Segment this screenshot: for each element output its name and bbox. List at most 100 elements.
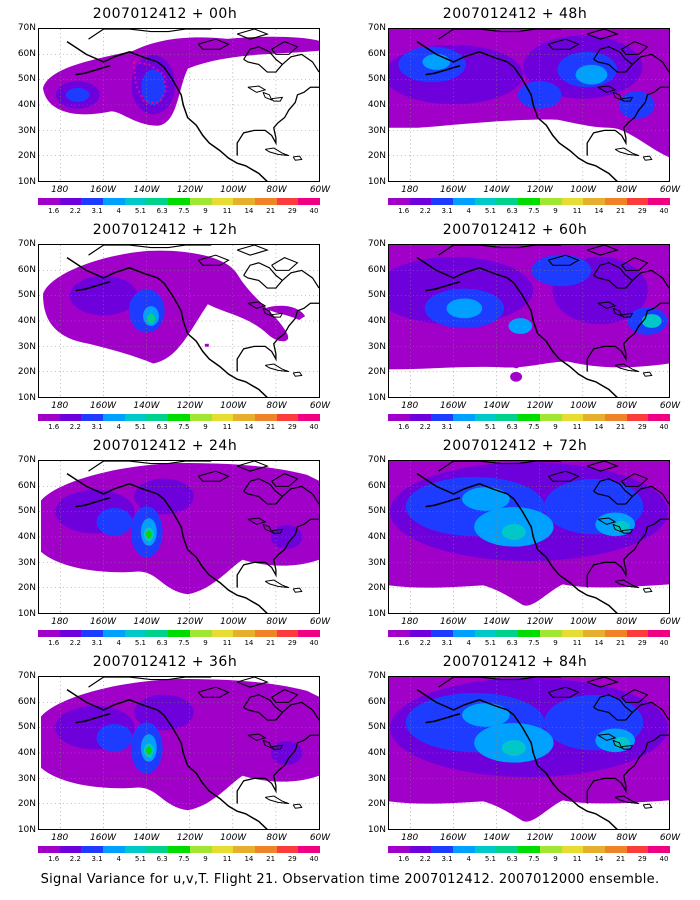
- variance-field: [389, 29, 669, 158]
- latitude-label: 30N: [367, 773, 386, 784]
- colorbar-label: 4: [466, 207, 471, 215]
- colorbar-label: 4: [466, 639, 471, 647]
- colorbar-swatch: [518, 630, 540, 637]
- colorbar-label: 7.5: [528, 207, 540, 215]
- map-panel: 2007012412 + 84h 70N 60N 50N 40N 30N 20N 10N 180…: [360, 654, 680, 866]
- colorbar-swatch: [388, 630, 410, 637]
- colorbar-swatch: [431, 414, 454, 421]
- latitude-label: 70N: [367, 671, 386, 681]
- map-panel: 2007012412 + 24h 70N 60N 50N 40N 30N 20N 10N 180…: [10, 438, 330, 650]
- longitude-label: 160W: [440, 185, 467, 195]
- colorbar-swatch: [496, 414, 519, 421]
- colorbar-swatch: [648, 846, 670, 853]
- latitude-label: 70N: [17, 671, 36, 681]
- colorbar-label: 29: [287, 207, 297, 215]
- latitude-label: 10N: [367, 609, 386, 619]
- longitude-label: 60W: [309, 401, 331, 411]
- map-panel: 2007012412 + 00h 70N 60N 50N 40N 30N 20N 10N 180…: [10, 6, 330, 218]
- variance-field: [42, 250, 306, 364]
- panel-title: 2007012412 + 84h: [442, 654, 588, 670]
- colorbar-label: 40: [309, 207, 319, 215]
- longitude-label: 60W: [659, 185, 681, 195]
- colorbar-label: 21: [266, 855, 276, 863]
- colorbar-label: 7.5: [178, 639, 190, 647]
- latitude-label: 70N: [367, 23, 386, 33]
- latitude-label: 40N: [367, 748, 386, 758]
- colorbar-swatch: [388, 414, 410, 421]
- colorbar-swatch: [561, 630, 584, 637]
- longitude-label: 60W: [659, 833, 681, 843]
- longitude-label: 180: [51, 401, 69, 411]
- latitude-label: 20N: [367, 583, 386, 594]
- colorbar-swatch: [168, 630, 190, 637]
- colorbar-swatch: [583, 846, 605, 853]
- colorbar-label: 1.6: [398, 207, 410, 215]
- graticule: [39, 245, 319, 397]
- map-panel: 2007012412 + 48h 70N 60N 50N 40N 30N 20N 10N 180…: [360, 6, 680, 218]
- variance-field: [40, 678, 319, 811]
- colorbar-swatch: [103, 414, 125, 421]
- colorbar-swatch: [604, 846, 627, 853]
- latitude-label: 20N: [367, 799, 386, 810]
- colorbar-label: 7.5: [528, 423, 540, 431]
- colorbar: [388, 630, 670, 637]
- latitude-label: 40N: [17, 532, 36, 542]
- colorbar-label: 11: [572, 639, 582, 647]
- colorbar-swatch: [189, 198, 212, 205]
- latitude-label: 40N: [367, 532, 386, 542]
- latitude-label: 20N: [367, 367, 386, 378]
- longitude-label: 80W: [616, 401, 637, 411]
- colorbar-label: 14: [594, 639, 604, 647]
- longitude-label: 160W: [90, 617, 117, 627]
- colorbar-swatch: [388, 846, 410, 853]
- longitude-label: 80W: [266, 401, 287, 411]
- colorbar-swatch: [431, 630, 454, 637]
- colorbar-label: 6.3: [506, 423, 518, 431]
- latitude-label: 60N: [367, 480, 386, 491]
- colorbar-label: 1.6: [398, 855, 410, 863]
- colorbar-label: 1.6: [48, 639, 60, 647]
- colorbar-swatch: [561, 198, 584, 205]
- colorbar-label: 11: [222, 207, 232, 215]
- latitude-label: 50N: [367, 74, 386, 85]
- colorbar-label: 14: [244, 639, 254, 647]
- colorbar-swatch: [298, 198, 320, 205]
- colorbar: [38, 630, 320, 637]
- colorbar-label: 9: [203, 855, 208, 863]
- coastlines: [66, 245, 319, 397]
- colorbar-swatch: [146, 198, 169, 205]
- latitude-label: 70N: [17, 239, 36, 249]
- latitude-label: 10N: [17, 177, 36, 187]
- longitude-label: 140W: [483, 401, 510, 411]
- colorbar-swatch: [604, 630, 627, 637]
- colorbar-label: 21: [616, 423, 626, 431]
- colorbar-label: 40: [309, 423, 319, 431]
- colorbar-label: 6.3: [506, 207, 518, 215]
- latitude-label: 60N: [17, 264, 36, 275]
- colorbar-swatch: [59, 198, 82, 205]
- colorbar-label: 14: [244, 855, 254, 863]
- colorbar-label: 3.1: [441, 639, 453, 647]
- colorbar-swatch: [474, 198, 497, 205]
- longitude-label: 100W: [570, 617, 597, 627]
- longitude-label: 100W: [570, 833, 597, 843]
- latitude-label: 50N: [17, 722, 36, 733]
- colorbar-swatch: [453, 630, 475, 637]
- colorbar-swatch: [189, 414, 212, 421]
- colorbar-label: 40: [659, 855, 669, 863]
- colorbar-swatch: [276, 630, 299, 637]
- latitude-label: 10N: [367, 393, 386, 403]
- colorbar-label: 11: [222, 639, 232, 647]
- colorbar-label: 3.1: [91, 639, 103, 647]
- colorbar-swatch: [626, 630, 649, 637]
- latitude-label: 40N: [17, 100, 36, 110]
- longitude-label: 140W: [483, 833, 510, 843]
- colorbar-label: 11: [222, 423, 232, 431]
- colorbar-label: 4: [466, 423, 471, 431]
- colorbar-label: 2.2: [69, 423, 81, 431]
- panel-title: 2007012412 + 72h: [442, 438, 588, 454]
- longitude-label: 80W: [616, 833, 637, 843]
- colorbar-swatch: [233, 846, 255, 853]
- colorbar-swatch: [233, 630, 255, 637]
- coastlines: [416, 29, 669, 181]
